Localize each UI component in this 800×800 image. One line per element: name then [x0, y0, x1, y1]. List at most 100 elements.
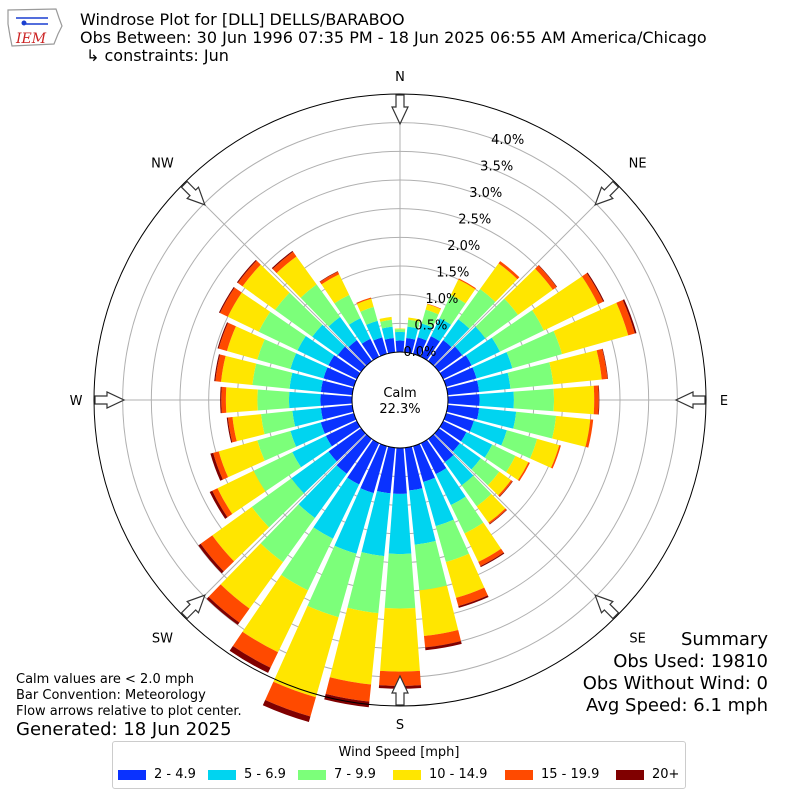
- windrose-bar-segment: [475, 298, 518, 339]
- windrose-bar-segment: [388, 493, 412, 555]
- windrose-bar-segment: [319, 271, 338, 283]
- windrose-bar-segment: [395, 340, 405, 353]
- radial-tick-label: 0.5%: [414, 318, 447, 333]
- windrose-bar-segment: [446, 404, 480, 420]
- flow-arrow-shape: [391, 674, 409, 706]
- windrose-bar-segment: [200, 535, 235, 572]
- legend-swatch: [616, 769, 644, 780]
- legend-item-2-4.9: 2 - 4.9: [118, 767, 196, 783]
- windrose-bar-segment: [406, 326, 419, 340]
- windrose-bar-segment: [210, 452, 223, 481]
- windrose-bar-segment: [236, 259, 257, 284]
- flow-arrow-icon: [94, 391, 126, 409]
- windrose-bar-segment: [220, 386, 222, 414]
- windrose-bar-segment: [596, 348, 608, 380]
- windrose-bar-segment: [439, 355, 472, 380]
- windrose-bar-segment: [498, 480, 513, 497]
- windrose-bar-segment: [447, 394, 480, 406]
- summary-avg-speed: Avg Speed: 6.1 mph: [586, 695, 768, 716]
- windrose-bar-segment: [428, 434, 454, 463]
- windrose-bar-segment: [616, 299, 635, 336]
- windrose-bar-segment: [226, 326, 265, 360]
- legend-label: 10 - 14.9: [429, 767, 488, 782]
- windrose-bar-segment: [213, 451, 229, 480]
- calm-value: 22.3%: [379, 402, 420, 417]
- windrose-bar-segment: [219, 287, 242, 317]
- windrose-bar-segment: [477, 372, 511, 392]
- flow-arrow-shape: [391, 94, 409, 126]
- windrose-bar-segment: [312, 324, 346, 356]
- windrose-bar-segment: [455, 587, 488, 607]
- windrose-bar-segment: [417, 323, 433, 341]
- windrose-bar-segment: [586, 272, 605, 302]
- windrose-bar-segment: [356, 298, 374, 312]
- windrose-bar-segment: [313, 477, 360, 539]
- calm-label: Calm: [383, 386, 416, 401]
- windrose-bar-segment: [212, 488, 233, 518]
- windrose-bar-segment: [413, 443, 435, 483]
- windrose-bar-segment: [220, 543, 284, 609]
- windrose-bar-segment: [324, 693, 370, 708]
- windrose-bar-segment: [443, 413, 474, 432]
- legend-item-10-14.9: 10 - 14.9: [393, 767, 487, 783]
- windrose-bar-segment: [381, 326, 394, 340]
- radial-tick-label: 1.0%: [425, 292, 458, 307]
- flow-arrow-icon: [180, 180, 206, 206]
- windrose-bar-segment: [251, 478, 304, 528]
- windrose-bar-segment: [420, 439, 447, 475]
- windrose-bar-segment: [360, 443, 387, 494]
- iem-logo: IEM: [7, 8, 63, 47]
- flow-arrow-icon: [594, 594, 620, 620]
- windrose-bar-segment: [550, 445, 561, 469]
- windrose-bar-segment: [217, 470, 266, 514]
- windrose-bar-segment: [361, 490, 391, 557]
- iem-logo-text: IEM: [15, 31, 47, 47]
- windrose-bar-segment: [262, 700, 311, 723]
- windrose-bar-segment: [404, 446, 423, 491]
- direction-label-n: N: [395, 70, 405, 85]
- radial-tick-label: 2.5%: [458, 213, 491, 228]
- windrose-bar-segment: [320, 413, 357, 434]
- windrose-bar-segment: [450, 279, 476, 304]
- windrose-bar-segment: [530, 438, 560, 468]
- windrose-bar-segment: [581, 273, 604, 305]
- windrose-bar-segment: [471, 458, 500, 486]
- windrose-bar-segment: [288, 391, 321, 409]
- flow-arrow-icon: [391, 94, 409, 126]
- windrose-bar-segment: [452, 443, 481, 470]
- flow-arrow-shape: [180, 180, 206, 206]
- windrose-bar-segment: [585, 419, 594, 448]
- direction-spoke: [183, 183, 367, 367]
- windrose-bar-segment: [427, 303, 442, 310]
- windrose-bar-segment: [329, 607, 379, 685]
- windrose-bar-segment: [538, 265, 558, 288]
- windrose-bar-segment: [227, 292, 271, 332]
- windrose-bar-segment: [260, 504, 315, 563]
- windrose-bar-segment: [221, 355, 257, 386]
- windrose-bar-segment: [404, 337, 416, 354]
- flow-arrow-icon: [674, 391, 706, 409]
- windrose-bar-segment: [307, 545, 357, 618]
- windrose-bar-segment: [593, 385, 599, 415]
- windrose-bar-segment: [376, 446, 396, 494]
- windrose-bar-segment: [434, 428, 460, 452]
- windrose-bar-segment: [361, 338, 380, 361]
- windrose-bar-segment: [373, 337, 387, 357]
- windrose-bar-segment: [498, 261, 520, 280]
- legend-label: 2 - 4.9: [154, 767, 196, 782]
- windrose-bar-segment: [491, 310, 544, 352]
- windrose-bar-segment: [206, 596, 240, 625]
- windrose-bar-segment: [504, 268, 553, 315]
- windrose-bar-segment: [430, 318, 452, 342]
- windrose-bar-segment: [423, 629, 461, 648]
- windrose-bar-segment: [535, 265, 557, 290]
- windrose-bar-segment: [328, 428, 366, 462]
- windrose-bar-segment: [198, 543, 224, 574]
- legend-label: 20+: [652, 767, 680, 782]
- windrose-bar-segment: [465, 337, 500, 366]
- windrose-bar-segment: [458, 595, 489, 608]
- windrose-bar-segment: [489, 509, 508, 525]
- windrose-bar-segment: [226, 417, 233, 443]
- windrose-bar-segment: [553, 302, 629, 355]
